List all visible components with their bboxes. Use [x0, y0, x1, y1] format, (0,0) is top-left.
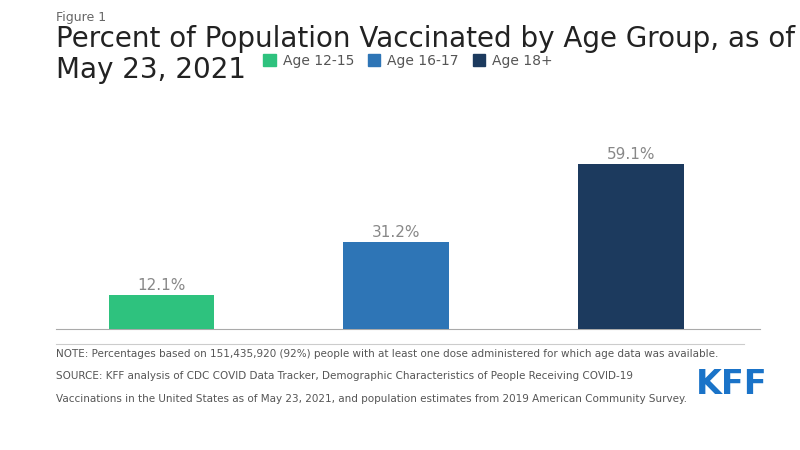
- Text: KFF: KFF: [696, 368, 768, 400]
- Text: Vaccinations in the United States as of May 23, 2021, and population estimates f: Vaccinations in the United States as of …: [56, 394, 687, 404]
- Text: 12.1%: 12.1%: [138, 278, 186, 292]
- Bar: [578, 164, 684, 328]
- Bar: [343, 242, 449, 328]
- Text: NOTE: Percentages based on 151,435,920 (92%) people with at least one dose admin: NOTE: Percentages based on 151,435,920 (…: [56, 349, 718, 359]
- Text: Percent of Population Vaccinated by Age Group, as of
May 23, 2021: Percent of Population Vaccinated by Age …: [56, 25, 795, 84]
- Text: Figure 1: Figure 1: [56, 11, 106, 24]
- Legend: Age 12-15, Age 16-17, Age 18+: Age 12-15, Age 16-17, Age 18+: [258, 48, 558, 73]
- Text: 59.1%: 59.1%: [606, 147, 655, 162]
- Bar: [109, 295, 214, 328]
- Text: 31.2%: 31.2%: [372, 225, 421, 239]
- Text: SOURCE: KFF analysis of CDC COVID Data Tracker, Demographic Characteristics of P: SOURCE: KFF analysis of CDC COVID Data T…: [56, 371, 633, 381]
